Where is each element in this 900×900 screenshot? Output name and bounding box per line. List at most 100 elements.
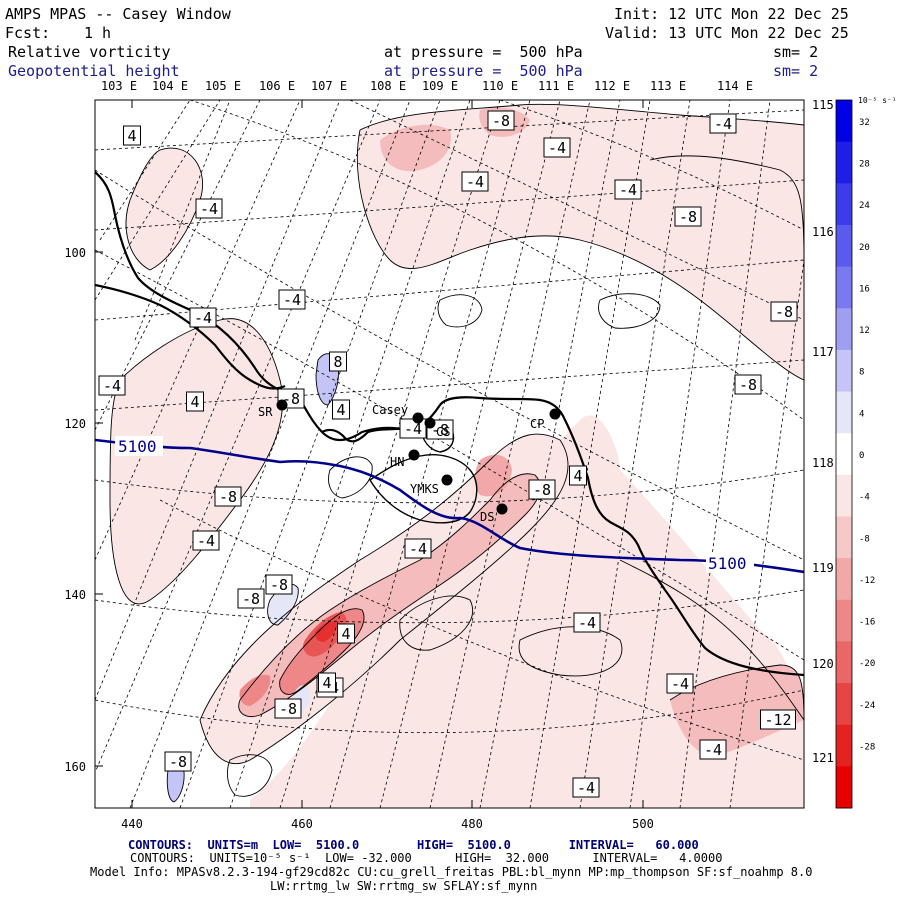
vorticity-label: -8	[274, 698, 302, 719]
contour-info-height: CONTOURS: UNITS=m LOW= 5100.0 HIGH= 5100…	[128, 838, 699, 852]
vorticity-label-text: 8	[333, 353, 342, 371]
station-cp: CP	[530, 408, 561, 431]
colorbar-unit: 10⁻⁵ s⁻¹	[858, 96, 897, 105]
vorticity-label: -8	[214, 486, 242, 507]
vorticity-label-text: -8	[533, 481, 551, 499]
vorticity-label: -8	[487, 110, 515, 131]
vorticity-label: -8	[528, 479, 556, 500]
height-label-box-1	[115, 436, 163, 456]
station-label: CP	[530, 417, 544, 431]
vorticity-label: -8	[770, 301, 798, 322]
vorticity-label: -4	[195, 198, 223, 219]
station-casey: Casey	[372, 403, 424, 424]
vorticity-label-text: -12	[764, 711, 791, 729]
field2-pressure: at pressure = 500 hPa	[384, 62, 583, 80]
colorbar-swatch	[836, 683, 852, 726]
lon-label-top: 103 E	[101, 79, 137, 93]
y-tick-label: 120	[64, 417, 86, 431]
vorticity-labels: 4 -8 -4 -4 -4 -4 -8 -4 -4 -4 -8 -4 4 -8 -8 4 -8 4 -4 -8 -4 -8…	[98, 110, 798, 798]
vorticity-label-text: -4	[194, 309, 212, 327]
vorticity-label-text: -4	[577, 779, 595, 797]
vorticity-label-text: -8	[739, 376, 757, 394]
station-marker	[496, 503, 508, 515]
station-label: YMKS	[410, 482, 439, 496]
init-time: Init: 12 UTC Mon 22 Dec 25	[614, 5, 849, 23]
vorticity-label: -8	[674, 206, 702, 227]
stations: SR Casey CS CP HN YMKS DS	[258, 399, 561, 524]
vorticity-label: 4	[332, 399, 350, 420]
vorticity-label-text: -8	[242, 590, 260, 608]
height-label-5100-west: 5100	[118, 437, 157, 456]
model-title: AMPS MPAS -- Casey Window	[5, 5, 231, 23]
vorticity-label: -4	[192, 530, 220, 551]
y-tick-label: 160	[64, 760, 86, 774]
colorbar-swatch	[836, 558, 852, 601]
station-marker	[549, 408, 561, 420]
colorbar: 32 28 24 20 16 12 8 4 0 -4 -8 -12 -16 -20 -24 -28 10⁻⁵ s…	[835, 96, 897, 809]
lon-label-top: 111 E	[538, 79, 574, 93]
vorticity-label: -4	[278, 289, 306, 310]
colorbar-level-label: -12	[859, 576, 875, 586]
contour-info-vorticity: CONTOURS: UNITS=10⁻⁵ s⁻¹ LOW= -32.000 HI…	[130, 851, 723, 865]
map-frame	[94, 99, 805, 809]
colorbar-level-label: 8	[859, 368, 864, 378]
colorbar-swatch	[836, 308, 852, 351]
y-tick-label: 100	[64, 246, 86, 260]
vorticity-label: -8	[237, 588, 265, 609]
colorbar-level-label: 12	[859, 326, 870, 336]
lon-label-top: 112 E	[594, 79, 630, 93]
lon-label-top: 113 E	[650, 79, 686, 93]
vorticity-label: -8	[265, 574, 293, 595]
colorbar-swatch	[836, 433, 852, 476]
vorticity-label: -12	[760, 709, 796, 730]
vorticity-label: -4	[399, 418, 427, 439]
lon-label-top: 110 E	[482, 79, 518, 93]
height-label-5100-east: 5100	[708, 554, 747, 573]
vorticity-label-text: -4	[409, 540, 427, 558]
station-cs: CS	[424, 417, 450, 439]
colorbar-level-label: 16	[859, 284, 870, 294]
colorbar-swatch	[836, 100, 852, 143]
vorticity-label-text: -4	[714, 115, 732, 133]
field1-name: Relative vorticity	[8, 43, 171, 61]
colorbar-swatch	[836, 349, 852, 393]
colorbar-swatch	[836, 224, 852, 268]
colorbar-level-label: 0	[859, 451, 864, 461]
vorticity-label: -8	[734, 374, 762, 395]
vorticity-label: -4	[573, 612, 601, 633]
station-marker	[408, 449, 420, 461]
forecast-label: Fcst:	[5, 24, 51, 42]
colorbar-swatch	[836, 183, 852, 226]
colorbar-level-label: -24	[859, 701, 875, 711]
vorticity-label-text: -8	[219, 488, 237, 506]
colorbar-level-label: -20	[859, 659, 875, 669]
station-hn: HN	[390, 449, 420, 469]
vorticity-label: -4	[189, 307, 217, 328]
lon-label-top: 114 E	[717, 79, 753, 93]
field2-smoothing: sm= 2	[773, 62, 819, 80]
vorticity-label-text: -4	[404, 420, 422, 438]
station-marker	[441, 474, 453, 486]
vorticity-label-text: -4	[548, 139, 566, 157]
forecast-value: 1 h	[84, 24, 112, 42]
field1-pressure: at pressure = 500 hPa	[384, 43, 583, 61]
vorticity-label: 4	[318, 672, 336, 693]
colorbar-level-label: -16	[859, 618, 875, 628]
colorbar-swatch	[836, 266, 852, 309]
colorbar-level-label: 20	[859, 243, 870, 253]
vorticity-label-text: -4	[283, 291, 301, 309]
vorticity-label-text: -8	[679, 208, 697, 226]
vorticity-label-text: -8	[279, 700, 297, 718]
colorbar-level-label: -4	[859, 493, 870, 503]
vorticity-label-text: -4	[197, 532, 215, 550]
colorbar-swatch	[836, 641, 852, 684]
vorticity-label-text: 4	[336, 401, 345, 419]
vorticity-label: -4	[98, 375, 126, 396]
vorticity-label-text: -4	[103, 377, 121, 395]
vorticity-label-text: -8	[431, 421, 449, 439]
station-label: HN	[390, 455, 404, 469]
lon-label-top: 108 E	[370, 79, 406, 93]
model-info-physics: LW:rrtmg_lw SW:rrtmg_sw SFLAY:sf_mynn	[270, 879, 538, 893]
vorticity-label: -4	[666, 673, 694, 694]
vorticity-label-text: -4	[704, 741, 722, 759]
